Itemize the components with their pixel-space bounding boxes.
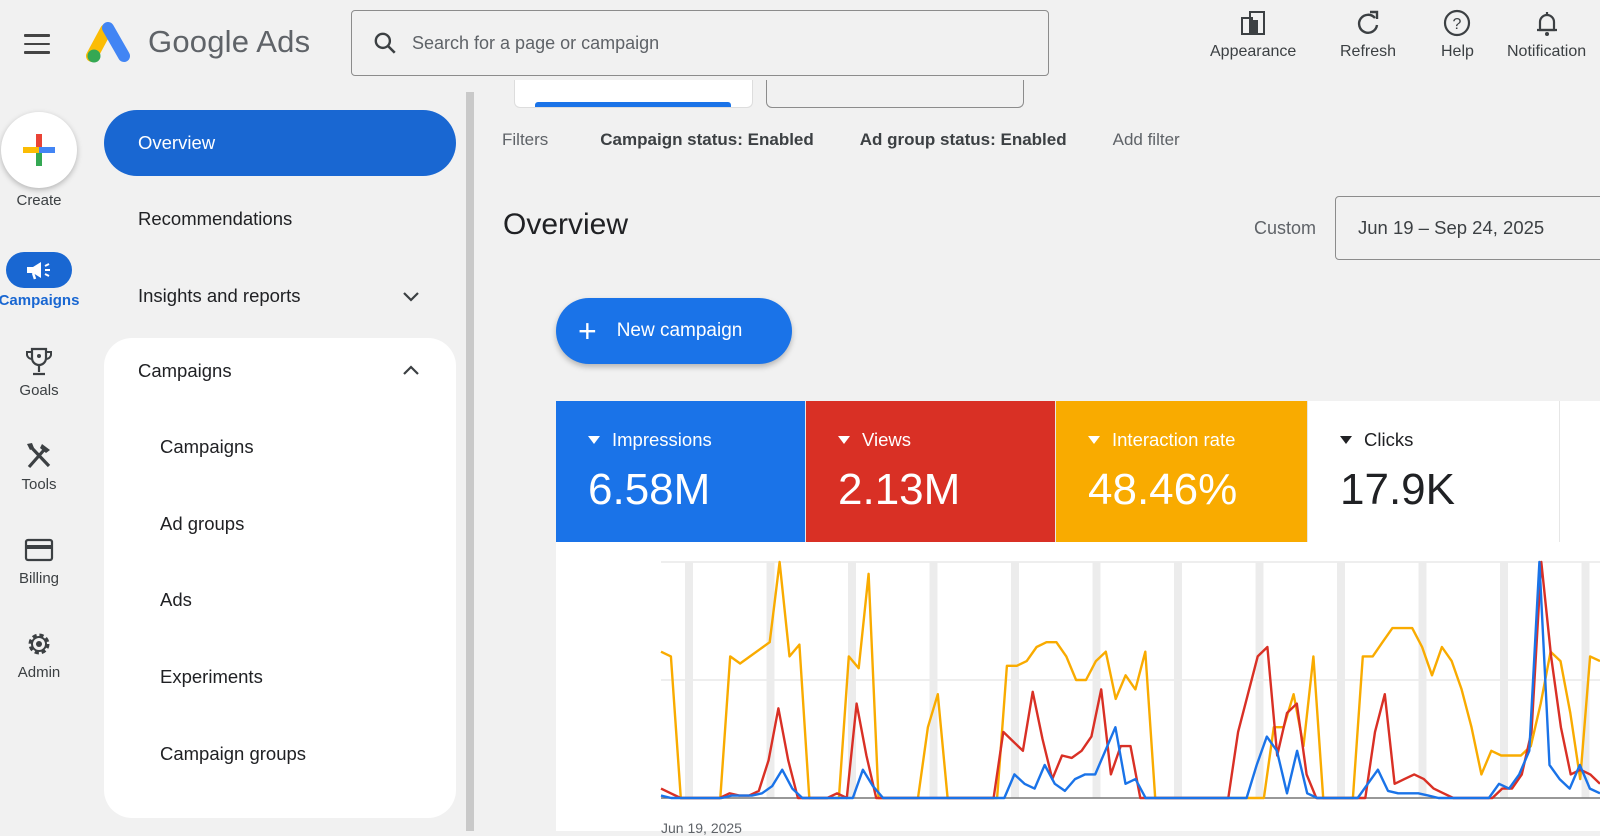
nav-sub-campaigns[interactable]: Campaigns	[160, 436, 254, 457]
metric-value: 2.13M	[838, 465, 961, 514]
rail-item-billing[interactable]: Billing	[0, 534, 78, 587]
campaigns-nav-group: Campaigns Campaigns Ad groups Ads Experi…	[104, 338, 456, 818]
appearance-label: Appearance	[1210, 43, 1297, 60]
metric-interaction-rate[interactable]: Interaction rate 48.46%	[1056, 401, 1308, 542]
help-label: Help	[1441, 43, 1474, 60]
search-box[interactable]	[351, 10, 1049, 76]
select-campaign-dropdown[interactable]	[766, 80, 1024, 108]
all-campaigns-tab[interactable]	[514, 80, 753, 108]
campaigns-group-label: Campaigns	[138, 360, 232, 381]
metric-value: 17.9K	[1340, 465, 1455, 514]
metric-label: Interaction rate	[1112, 429, 1236, 450]
appearance-icon	[1241, 11, 1266, 35]
refresh-label: Refresh	[1340, 43, 1397, 60]
metric-label: Views	[862, 429, 912, 450]
nav-sub-campaign-groups[interactable]: Campaign groups	[160, 743, 307, 764]
metric-clicks[interactable]: Clicks 17.9K	[1308, 401, 1560, 542]
metric-tabs: Impressions 6.58M Views 2.13M Interactio…	[556, 401, 1560, 542]
rail-label-admin: Admin	[17, 664, 61, 681]
nav-item-campaigns-group[interactable]: Campaigns	[104, 338, 456, 404]
rail-label-billing: Billing	[18, 570, 60, 587]
megaphone-icon	[27, 262, 50, 280]
nav-item-insights[interactable]: Insights and reports	[104, 263, 456, 329]
chevron-up-icon	[403, 365, 419, 375]
nav-item-overview[interactable]: Overview	[104, 110, 456, 176]
svg-text:?: ?	[1453, 16, 1462, 33]
date-range-type: Custom	[1254, 218, 1317, 238]
metric-label: Impressions	[612, 429, 712, 450]
chevron-down-icon	[403, 292, 419, 302]
filter-bar: Filters Campaign status: Enabled Ad grou…	[502, 130, 1180, 150]
rail-item-admin[interactable]: Admin	[0, 628, 78, 681]
filter-chip-campaign-status[interactable]: Campaign status: Enabled	[600, 130, 814, 149]
tools-icon	[27, 443, 51, 469]
date-range-value: Jun 19 – Sep 24, 2025	[1358, 217, 1545, 238]
metric-label: Clicks	[1364, 429, 1414, 450]
dropdown-triangle-icon	[1088, 436, 1100, 444]
notification-button[interactable]: Notification	[1507, 8, 1586, 61]
plus-icon: +	[578, 313, 597, 349]
metric-value: 6.58M	[588, 465, 711, 514]
rail-item-goals[interactable]: Goals	[0, 346, 78, 399]
rail-label-campaigns: Campaigns	[0, 292, 80, 309]
top-bar: Google Ads Appearance Refresh ? Help Not…	[0, 0, 1600, 90]
bell-icon	[1536, 12, 1557, 36]
panel-resize-handle[interactable]	[466, 92, 474, 831]
trophy-icon	[26, 347, 52, 376]
menu-icon[interactable]	[24, 34, 50, 54]
add-filter-button[interactable]: Add filter	[1112, 130, 1180, 149]
nav-sub-experiments[interactable]: Experiments	[160, 666, 263, 687]
refresh-icon	[1357, 10, 1379, 34]
dropdown-triangle-icon	[1340, 436, 1352, 444]
gear-icon	[28, 633, 50, 655]
rail-item-campaigns[interactable]: Campaigns	[0, 252, 80, 309]
metric-value: 48.46%	[1088, 465, 1238, 514]
dropdown-triangle-icon	[838, 436, 850, 444]
nav-item-recommendations[interactable]: Recommendations	[138, 208, 293, 229]
search-input[interactable]	[412, 32, 1012, 54]
credit-card-icon	[24, 538, 54, 562]
appearance-button[interactable]: Appearance	[1210, 8, 1296, 61]
metric-views[interactable]: Views 2.13M	[806, 401, 1056, 542]
help-icon: ?	[1444, 9, 1471, 37]
metric-impressions[interactable]: Impressions 6.58M	[556, 401, 806, 542]
rail-label-goals: Goals	[19, 382, 59, 399]
rail-label-tools: Tools	[21, 476, 57, 493]
dropdown-triangle-icon	[588, 436, 600, 444]
help-button[interactable]: ? Help	[1441, 8, 1474, 61]
insights-label: Insights and reports	[138, 285, 301, 306]
refresh-button[interactable]: Refresh	[1340, 8, 1396, 61]
page-title: Overview	[503, 208, 629, 241]
create-label: Create	[16, 192, 62, 209]
create-plus-icon	[1, 112, 77, 188]
product-name: Google Ads	[148, 24, 311, 59]
filter-chip-ad-group-status[interactable]: Ad group status: Enabled	[859, 130, 1067, 149]
new-campaign-label: New campaign	[616, 320, 743, 341]
notification-label: Notification	[1507, 43, 1587, 60]
filters-label: Filters	[502, 130, 549, 149]
google-ads-logo	[86, 22, 130, 63]
search-icon	[374, 32, 396, 54]
rail-item-tools[interactable]: Tools	[0, 440, 78, 493]
create-button[interactable]: Create	[0, 112, 78, 209]
nav-sub-ads[interactable]: Ads	[160, 589, 192, 610]
nav-sub-ad-groups[interactable]: Ad groups	[160, 513, 245, 534]
main-content: Filters Campaign status: Enabled Ad grou…	[474, 80, 1600, 831]
date-range-picker[interactable]: Jun 19 – Sep 24, 2025	[1335, 196, 1600, 260]
new-campaign-button[interactable]: + New campaign	[556, 298, 792, 364]
x-axis-start-label: Jun 19, 2025	[661, 820, 742, 836]
